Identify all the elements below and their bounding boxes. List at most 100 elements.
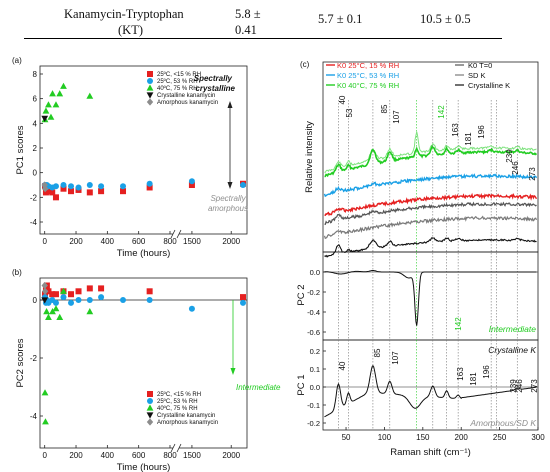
table-value-1: 5.8 ±	[235, 7, 261, 21]
x-tick-label: 200	[69, 237, 83, 246]
legend-label: Amorphous kanamycin	[157, 100, 218, 106]
legend-marker	[146, 404, 154, 411]
plot-frame-bottom	[322, 339, 539, 431]
peak-label: 142	[454, 317, 463, 331]
peak-label: 246	[515, 379, 524, 393]
axis-break-mark	[170, 229, 176, 239]
data-point	[86, 308, 94, 315]
data-point	[68, 183, 75, 190]
legend-marker	[146, 412, 154, 419]
data-point	[240, 182, 246, 188]
plot-frame	[39, 65, 248, 235]
legend-marker	[146, 418, 154, 426]
peak-label: 181	[469, 372, 478, 386]
data-point	[240, 294, 246, 301]
data-point	[86, 92, 94, 99]
x-tick-label: 0	[42, 237, 47, 246]
x-tick-label: 200	[69, 451, 83, 460]
y-tick-label: 0.1	[310, 365, 320, 374]
annotation-amorphous: amorphous	[208, 204, 248, 213]
data-point	[75, 184, 82, 191]
x-axis-label: Time (hours)	[117, 248, 171, 259]
spectrum-green	[324, 145, 538, 178]
y-axis-label: PC 2	[296, 284, 307, 305]
annotation-amorphous: Amorphous/SD K	[469, 418, 536, 428]
data-point	[41, 181, 48, 189]
arrow-head	[230, 368, 236, 375]
annotation-amorphous: Spectrally	[210, 194, 246, 203]
data-point	[86, 285, 93, 292]
y-tick-label: -0.1	[307, 401, 320, 410]
x-tick-label: 600	[132, 237, 146, 246]
table-label: Kanamycin-Tryptophan	[64, 7, 184, 21]
peak-label: 239	[509, 379, 518, 393]
data-point	[52, 183, 59, 190]
peak-label: 53	[345, 108, 354, 117]
data-point	[86, 297, 93, 303]
legend-marker	[147, 78, 153, 84]
data-point	[45, 313, 52, 320]
y-tick-label: 0.2	[310, 347, 320, 356]
data-point	[52, 305, 60, 312]
x-tick-label: 150	[416, 433, 430, 442]
y-tick-label: -0.2	[307, 419, 320, 428]
peak-label: 107	[392, 110, 401, 124]
data-point	[68, 291, 75, 298]
peak-label: 196	[482, 365, 491, 379]
peak-label: 85	[380, 104, 389, 113]
legend-marker	[146, 92, 154, 99]
y-tick-label: -2	[30, 193, 38, 202]
data-point	[120, 183, 127, 190]
data-point	[41, 281, 48, 290]
data-point	[240, 299, 246, 306]
data-point	[52, 299, 59, 306]
data-point	[49, 189, 56, 196]
table-value-2: 5.7 ± 0.1	[318, 12, 363, 26]
x-tick-label: 250	[493, 433, 507, 442]
data-point	[68, 188, 75, 195]
legend-label: K0 40°C, 75 % RH	[337, 81, 399, 90]
data-point	[43, 308, 50, 315]
annotation-crystalline: crystalline	[195, 84, 235, 93]
spectrum-k0	[324, 201, 537, 226]
data-point	[146, 184, 153, 191]
data-point	[49, 308, 56, 315]
y-tick-label: 6	[33, 95, 38, 104]
peak-label: 85	[373, 348, 382, 357]
legend-marker	[147, 391, 153, 397]
y-tick-label: -2	[30, 354, 38, 363]
data-point	[86, 189, 93, 196]
peak-label: 40	[338, 361, 347, 370]
peak-label: 163	[451, 123, 460, 137]
x-tick-label: 600	[132, 451, 146, 460]
panel-label: (c)	[300, 60, 310, 69]
panel-label: (a)	[12, 56, 22, 65]
x-tick-label: 400	[101, 237, 115, 246]
y-axis-label: Relative intensity	[304, 121, 315, 193]
peak-label: 181	[464, 132, 473, 146]
annotation-crystalline: Spectrally	[194, 74, 233, 83]
spectrum-blue	[323, 172, 538, 198]
data-point	[60, 82, 67, 89]
y-tick-label: 2	[33, 144, 38, 153]
data-point	[60, 287, 67, 294]
data-point	[41, 389, 49, 396]
x-tick-label: 1500	[183, 237, 201, 246]
legend-marker	[147, 71, 153, 77]
data-point	[98, 285, 105, 292]
legend-label: 25ºC, <15 % RH	[157, 71, 201, 78]
data-point	[146, 180, 153, 187]
arrow-head	[227, 101, 233, 108]
x-tick-label: 300	[531, 433, 545, 442]
peak-label: 273	[528, 167, 537, 181]
plot-frame	[39, 277, 248, 449]
peak-label: 163	[456, 367, 465, 381]
data-point	[45, 101, 52, 108]
peak-label: 196	[477, 125, 486, 139]
data-point	[52, 194, 59, 201]
legend-label: SD K	[468, 71, 486, 80]
y-tick-label: 0	[33, 169, 38, 178]
x-tick-label: 800	[163, 237, 177, 246]
spectrum-sdk	[323, 215, 538, 240]
